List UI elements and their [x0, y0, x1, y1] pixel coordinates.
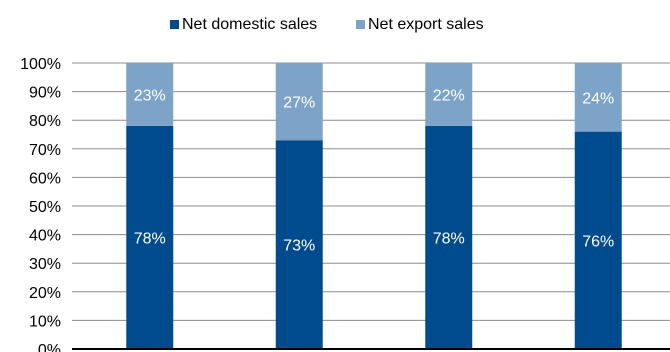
data-label-net-domestic-sales: 73%: [283, 238, 315, 255]
bar-net-domestic-sales: [275, 140, 323, 349]
bar-net-export-sales: [574, 63, 622, 132]
data-label-net-export-sales: 23%: [134, 87, 166, 104]
y-tick-label: 70%: [29, 142, 61, 159]
bar-net-export-sales: [425, 63, 473, 126]
data-label-net-domestic-sales: 78%: [134, 230, 166, 247]
legend-label-net-export-sales: Net export sales: [368, 16, 484, 33]
y-tick-label: 80%: [29, 113, 61, 130]
legend-swatch-net-export-sales: [356, 20, 365, 29]
y-tick-label: 100%: [20, 56, 61, 73]
bar-data-labels: 78% 23% 73% 27% 78% 22% 76% 24%: [134, 87, 615, 254]
y-tick-label: 50%: [29, 199, 61, 216]
y-tick-label: 10%: [29, 313, 61, 330]
y-tick-label: 20%: [29, 285, 61, 302]
y-tick-label: 60%: [29, 170, 61, 187]
y-tick-label: 40%: [29, 228, 61, 245]
bar-net-export-sales: [126, 63, 174, 126]
bar-net-domestic-sales: [574, 131, 622, 349]
data-label-net-domestic-sales: 78%: [433, 230, 465, 247]
data-label-net-export-sales: 24%: [582, 90, 614, 107]
bar-net-export-sales: [275, 63, 323, 141]
legend-swatch-net-domestic-sales: [170, 20, 179, 29]
data-label-net-domestic-sales: 76%: [582, 233, 614, 250]
bar-net-domestic-sales: [126, 125, 174, 349]
data-label-net-export-sales: 27%: [283, 95, 315, 112]
y-axis-tick-labels: 0% 10% 20% 30% 40% 50% 60% 70% 80% 90% 100%: [20, 56, 61, 352]
y-tick-label: 90%: [29, 85, 61, 102]
y-tick-label: 30%: [29, 256, 61, 273]
legend-label-net-domestic-sales: Net domestic sales: [182, 16, 317, 33]
data-label-net-export-sales: 22%: [433, 87, 465, 104]
bars: [126, 63, 622, 349]
y-tick-label: 0%: [38, 342, 61, 352]
legend: Net domestic sales Net export sales: [170, 16, 484, 33]
bar-net-domestic-sales: [425, 125, 473, 349]
